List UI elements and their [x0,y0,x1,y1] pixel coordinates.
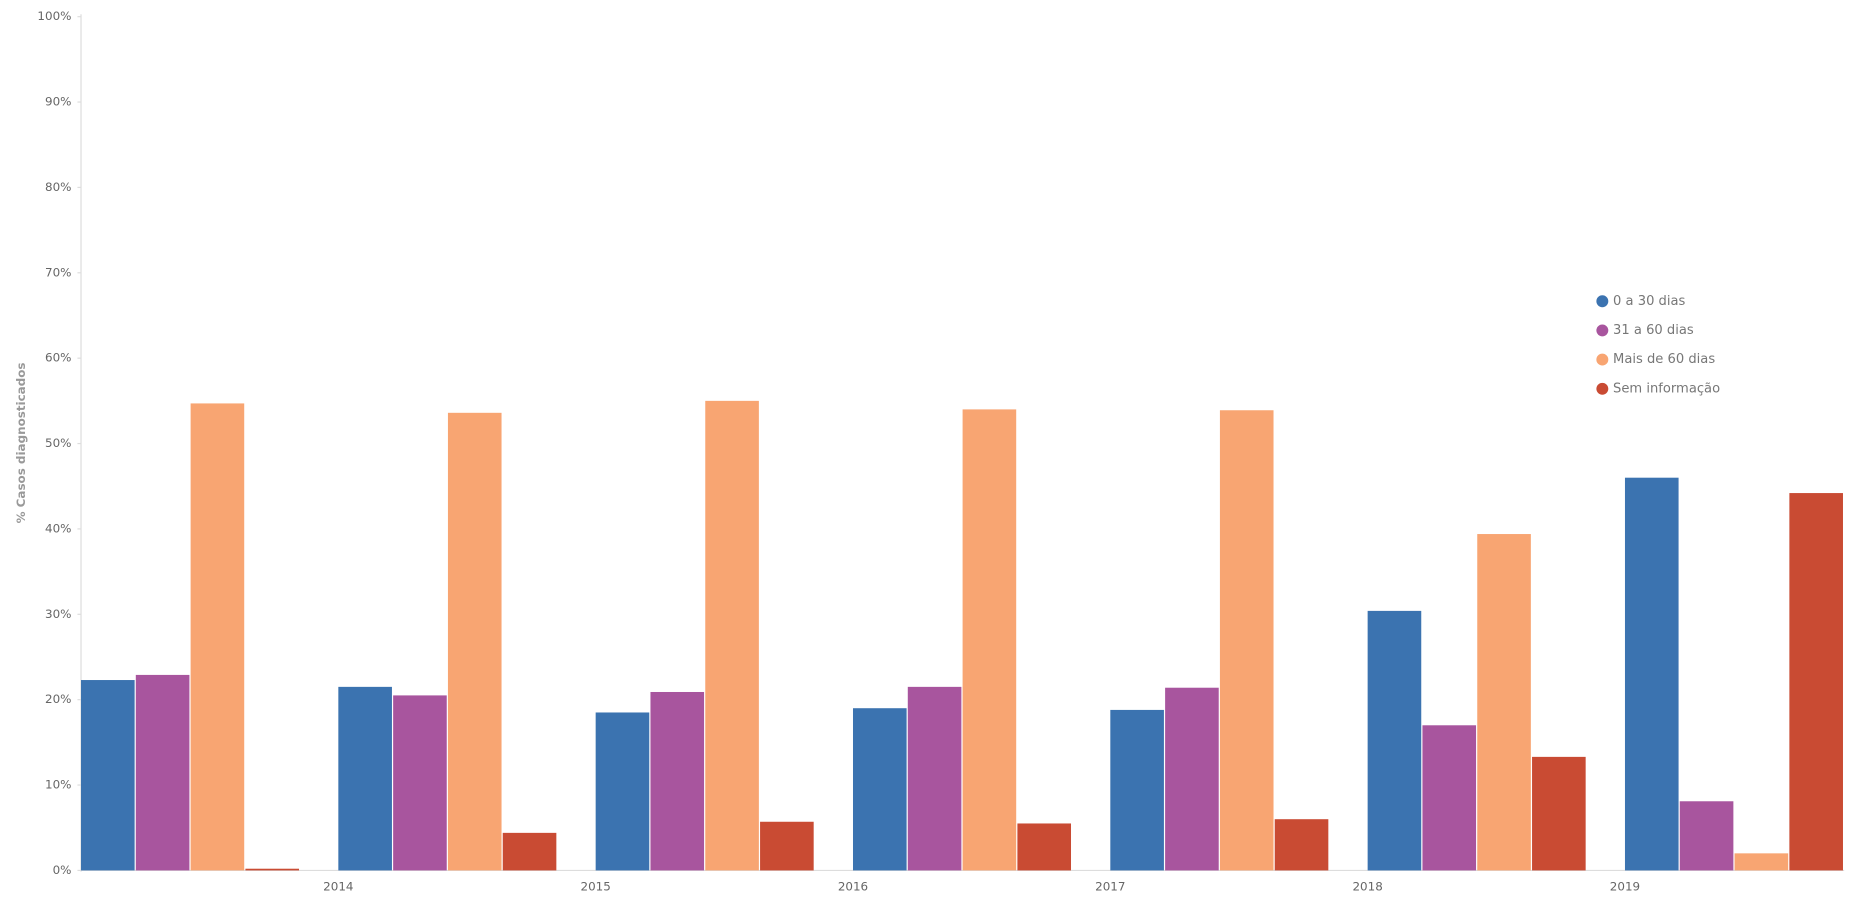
bar [1110,709,1164,871]
bar [705,400,759,871]
legend-marker [1596,353,1609,366]
bar [338,686,392,871]
bar [1789,493,1843,871]
bar [447,412,502,871]
x-tick-label: 2015 [581,880,611,894]
bar [81,680,135,871]
y-axis-label: % Casos diagnosticados [14,363,28,524]
bar [852,708,907,871]
bar [1219,410,1274,871]
bar [1017,823,1072,871]
x-tick-label: 2017 [1095,880,1125,894]
bar [907,686,962,871]
legend-label: Sem informação [1613,381,1720,396]
bar [245,868,300,871]
bar [1624,477,1679,871]
legend-label: Mais de 60 dias [1613,352,1715,367]
y-tick-label: 100% [37,9,71,23]
y-tick-label: 30% [45,607,71,621]
y-tick-label: 90% [45,95,71,109]
bar [1477,534,1531,871]
y-tick-label: 20% [45,692,71,706]
bar [135,674,190,871]
bar [1165,687,1219,871]
bar [1734,853,1789,871]
y-tick-label: 10% [45,778,71,792]
y-tick-label: 0% [53,863,72,877]
bar [1532,756,1586,871]
x-tick-label: 2018 [1352,880,1382,894]
legend-label: 0 a 30 dias [1613,294,1685,309]
bar [650,691,705,871]
bar [1274,819,1329,871]
y-tick-label: 60% [45,351,71,365]
x-tick-label: 2016 [838,880,868,894]
x-tick-label: 2014 [323,880,353,894]
bar [1679,801,1734,871]
bar [393,695,447,871]
legend-label: 31 a 60 dias [1613,323,1694,338]
legend-marker [1596,382,1609,395]
x-tick-label: 2019 [1610,880,1640,894]
y-tick-label: 80% [45,180,71,194]
y-tick-label: 70% [45,265,71,279]
bar [190,403,245,871]
y-tick-label: 50% [45,436,71,450]
bar [595,712,650,871]
bar [502,832,557,871]
bar [760,821,814,871]
legend-marker [1596,324,1609,337]
bar [1422,725,1477,871]
bar [1367,610,1422,871]
bar [962,409,1017,871]
legend-marker [1596,295,1609,308]
y-tick-label: 40% [45,521,71,535]
